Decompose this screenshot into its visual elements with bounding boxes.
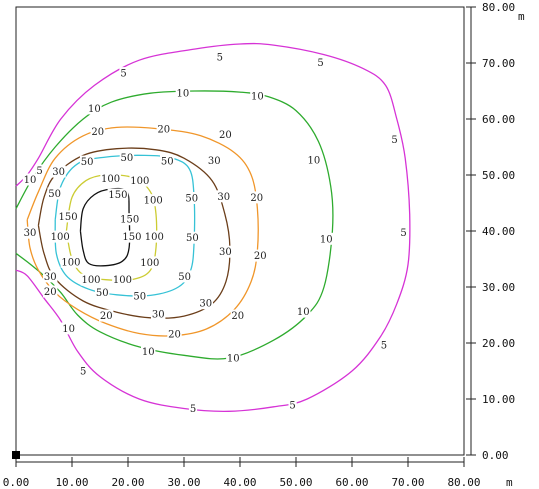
- x-tick-label: 40.00: [223, 476, 256, 489]
- x-tick-label: 20.00: [111, 476, 144, 489]
- contour-label-150: 150: [59, 212, 78, 223]
- contour-label-10: 10: [251, 92, 264, 103]
- y-axis-unit: m: [518, 10, 525, 23]
- contour-label-10: 10: [88, 104, 101, 115]
- x-axis-unit: m: [506, 476, 513, 489]
- contour-label-150: 150: [108, 190, 127, 201]
- contour-label-20: 20: [168, 330, 181, 341]
- contour-label-150: 150: [122, 232, 141, 243]
- y-tick-label: 0.00: [482, 449, 509, 462]
- contour-label-5: 5: [80, 367, 86, 378]
- contour-label-100: 100: [145, 232, 164, 243]
- contour-label-100: 100: [130, 176, 149, 187]
- contour-label-50: 50: [161, 157, 174, 168]
- contour-label-20: 20: [250, 193, 263, 204]
- contour-label-10: 10: [142, 347, 155, 358]
- x-tick-label: 0.00: [3, 476, 30, 489]
- x-tick-label: 50.00: [279, 476, 312, 489]
- contour-label-30: 30: [44, 272, 57, 283]
- contour-label-10: 10: [62, 324, 75, 335]
- x-axis: 0.00 10.00 20.00 30.00 40.00 50.00 60.00 70.00 8…: [3, 457, 481, 489]
- contour-label-30: 30: [208, 156, 221, 167]
- contour-label-20: 20: [100, 311, 113, 322]
- contour-label-20: 20: [254, 251, 267, 262]
- y-tick-label: 10.00: [482, 393, 515, 406]
- contour-label-5: 5: [400, 228, 406, 239]
- y-tick-label: 80.00: [482, 1, 515, 14]
- contour-label-5: 5: [120, 69, 126, 80]
- contour-label-100: 100: [140, 258, 159, 269]
- x-tick-label: 10.00: [55, 476, 88, 489]
- contour-label-5: 5: [190, 404, 196, 415]
- contour-label-5: 5: [317, 58, 323, 69]
- contour-label-5: 5: [217, 52, 223, 63]
- contour-label-30: 30: [217, 192, 230, 203]
- contour-label-10: 10: [227, 354, 240, 365]
- x-tick-label: 70.00: [391, 476, 424, 489]
- x-tick-label: 30.00: [167, 476, 200, 489]
- contour-label-30: 30: [219, 247, 232, 258]
- contour-label-5: 5: [36, 166, 42, 177]
- contour-label-5: 5: [289, 401, 295, 412]
- contour-label-30: 30: [199, 299, 212, 310]
- y-tick-label: 70.00: [482, 57, 515, 70]
- contour-label-10: 10: [320, 234, 333, 245]
- contour-label-30: 30: [152, 309, 165, 320]
- contour-label-30: 30: [24, 228, 37, 239]
- y-tick-label: 30.00: [482, 281, 515, 294]
- contour-label-50: 50: [178, 272, 191, 283]
- contour-label-50: 50: [81, 157, 94, 168]
- contour-label-10: 10: [297, 307, 310, 318]
- x-tick-label: 80.00: [447, 476, 480, 489]
- y-tick-label: 60.00: [482, 113, 515, 126]
- contour-label-100: 100: [61, 257, 80, 268]
- contour-label-100: 100: [51, 232, 70, 243]
- contour-label-20: 20: [219, 130, 232, 141]
- contour-label-50: 50: [186, 233, 199, 244]
- contour-label-20: 20: [91, 127, 104, 138]
- y-tick-label: 50.00: [482, 169, 515, 182]
- origin-marker: [12, 451, 20, 459]
- contour-label-5: 5: [391, 135, 397, 146]
- contour-label-50: 50: [185, 194, 198, 205]
- contour-label-10: 10: [177, 89, 190, 100]
- contour-label-100: 100: [113, 275, 132, 286]
- contour-label-100: 100: [144, 196, 163, 207]
- x-tick-label: 60.00: [335, 476, 368, 489]
- contour-label-10: 10: [24, 175, 37, 186]
- contour-label-20: 20: [44, 287, 57, 298]
- contour-label-50: 50: [96, 288, 109, 299]
- contour-label-5: 5: [381, 341, 387, 352]
- contour-label-100: 100: [101, 174, 120, 185]
- contour-label-20: 20: [231, 311, 244, 322]
- y-tick-label: 20.00: [482, 337, 515, 350]
- contour-label-50: 50: [48, 189, 61, 200]
- contour-label-50: 50: [133, 292, 146, 303]
- contour-label-30: 30: [52, 167, 65, 178]
- y-axis: 0.00 10.00 20.00 30.00 40.00 50.00 60.00 70.00 8…: [466, 1, 515, 462]
- contour-lines: [16, 44, 410, 412]
- contour-label-10: 10: [308, 155, 321, 166]
- contour-label-100: 100: [81, 275, 100, 286]
- plot-frame: [16, 7, 464, 455]
- contour-label-20: 20: [157, 125, 170, 136]
- contour-label-150: 150: [120, 215, 139, 226]
- contour-5: [16, 44, 410, 412]
- y-tick-label: 40.00: [482, 225, 515, 238]
- contour-label-50: 50: [121, 153, 134, 164]
